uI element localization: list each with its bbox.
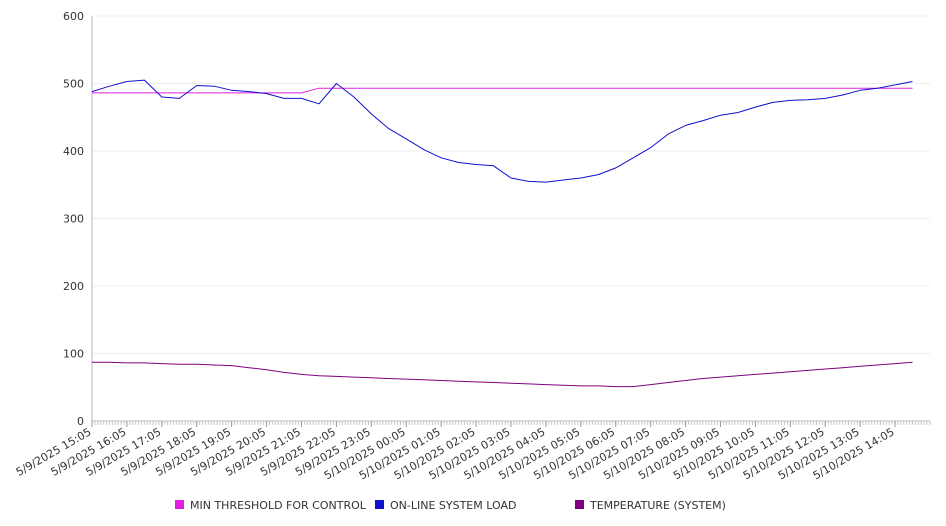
y-tick-label: 200 [63, 280, 84, 293]
y-tick-label: 0 [77, 415, 84, 428]
axis-layer: 0 100 200 300 400 500 600 [63, 10, 931, 428]
legend-swatch [575, 500, 584, 509]
legend-swatch [375, 500, 384, 509]
series-line-1 [92, 87, 913, 94]
y-tick-label: 400 [63, 145, 84, 158]
legend-label: ON-LINE SYSTEM LOAD [390, 499, 516, 512]
x-tick-labels: 5/9/2025 15:055/9/2025 16:055/9/2025 17:… [14, 425, 897, 482]
legend-label: MIN THRESHOLD FOR CONTROL [190, 499, 367, 512]
y-tick-label: 300 [63, 213, 84, 226]
y-tick-label: 500 [63, 78, 84, 91]
series-layer [91, 79, 913, 388]
series-line-3 [92, 361, 913, 388]
legend: MIN THRESHOLD FOR CONTROL ON-LINE SYSTEM … [175, 499, 726, 512]
grid-layer [92, 15, 930, 354]
legend-swatch [175, 500, 184, 509]
series-line-2 [91, 79, 913, 183]
legend-label: TEMPERATURE (SYSTEM) [589, 499, 726, 512]
y-tick-label: 100 [63, 348, 84, 361]
y-tick-label: 600 [63, 10, 84, 23]
